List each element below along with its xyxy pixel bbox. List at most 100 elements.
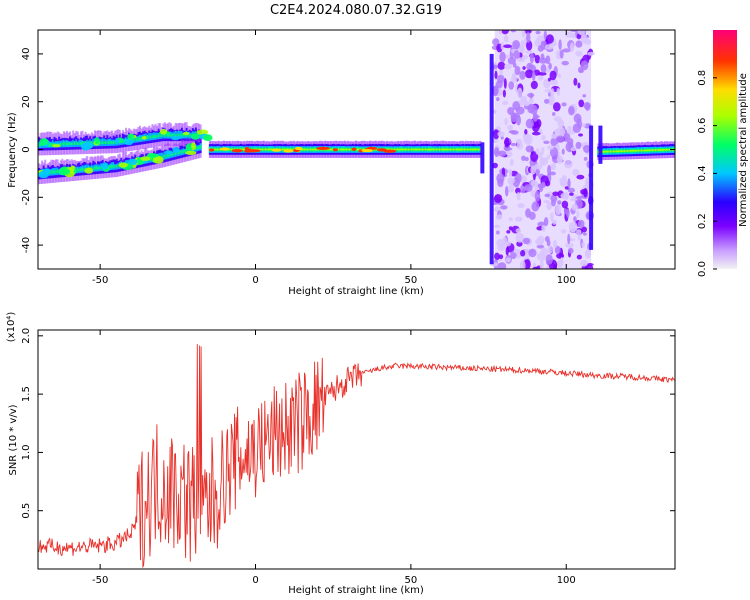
noise-speckle xyxy=(543,98,550,104)
noise-speckle xyxy=(540,63,547,73)
noise-speckle xyxy=(548,96,555,104)
spectrogram-blob xyxy=(141,135,147,140)
spectrogram-edge-streak xyxy=(489,53,494,265)
noise-speckle xyxy=(508,217,513,222)
y-tick-label: 2.0 xyxy=(21,328,32,344)
spectrogram-cell xyxy=(165,133,168,137)
noise-speckle xyxy=(555,204,562,216)
spectrogram-cell xyxy=(38,143,41,147)
noise-speckle xyxy=(580,34,589,44)
spectrogram-blob xyxy=(128,158,138,165)
noise-speckle xyxy=(504,137,510,148)
spectrogram-cell xyxy=(474,148,477,151)
spectrogram-cell xyxy=(264,148,267,151)
spectrogram-cell xyxy=(421,148,424,151)
spectrogram-cell xyxy=(479,148,482,151)
spectrogram-cell xyxy=(117,164,120,168)
spectrogram-cell xyxy=(166,133,170,137)
noise-speckle xyxy=(507,177,515,184)
noise-speckle xyxy=(569,192,574,196)
noise-speckle xyxy=(494,70,498,80)
spectrogram-peak xyxy=(351,147,357,151)
spectrogram-cell xyxy=(350,148,353,151)
spectrogram-cell xyxy=(138,137,142,141)
spectrogram-cell xyxy=(429,148,432,151)
spectrogram-cell xyxy=(465,148,468,151)
spectrogram-cell xyxy=(415,148,418,151)
noise-speckle xyxy=(554,245,561,255)
noise-speckle xyxy=(557,119,565,128)
noise-speckle xyxy=(536,244,545,249)
figure-title: C2E4.2024.080.07.32.G19 xyxy=(270,3,442,18)
snr-y-scale-label: (x10⁴) xyxy=(6,312,17,343)
spectrogram-cell xyxy=(107,141,110,145)
spectrogram-cell xyxy=(65,142,69,146)
spectrogram-cell xyxy=(289,148,292,151)
noise-speckle xyxy=(576,229,582,236)
noise-speckle xyxy=(546,239,551,247)
noise-speckle xyxy=(524,156,529,162)
noise-speckle xyxy=(539,259,544,269)
spectrogram-cell xyxy=(184,150,187,153)
spectrogram-cell xyxy=(443,148,446,151)
spectrogram-cell xyxy=(654,149,657,151)
noise-speckle xyxy=(500,42,505,51)
spectrogram-cell xyxy=(90,141,93,145)
spectrogram-cell xyxy=(612,150,615,153)
spectrogram-cell xyxy=(56,169,59,174)
noise-speckle xyxy=(583,187,588,198)
spectrogram-cell xyxy=(615,150,619,153)
noise-speckle xyxy=(492,38,500,46)
spectrogram-peak xyxy=(361,148,374,153)
spectrogram-cell xyxy=(608,150,611,153)
spectrogram-cell xyxy=(93,166,96,170)
noise-speckle xyxy=(541,134,546,141)
noise-speckle xyxy=(529,52,534,64)
spectrogram-cell xyxy=(50,170,53,174)
spectrogram-cell xyxy=(640,149,643,152)
spectrogram-cell xyxy=(187,148,190,152)
spectrogram-cell xyxy=(637,149,640,152)
snr-x-ticks: -50 0 50 100 xyxy=(92,330,576,586)
spectrogram-cell xyxy=(348,148,351,151)
spectrogram-cell xyxy=(340,148,344,151)
noise-speckle xyxy=(561,60,569,66)
spectrogram-cell xyxy=(101,140,104,145)
noise-speckle xyxy=(514,65,521,76)
colorbar-tick-label: 0.2 xyxy=(697,213,708,229)
noise-speckle xyxy=(564,31,574,38)
spectrogram-cell xyxy=(182,133,185,137)
spectrogram-blob xyxy=(163,150,174,155)
noise-speckle xyxy=(528,211,536,220)
noise-speckle xyxy=(515,187,521,194)
noise-speckle xyxy=(561,148,565,155)
spectrogram-blob xyxy=(203,134,213,142)
noise-speckle xyxy=(569,30,579,33)
noise-speckle xyxy=(575,40,583,48)
noise-speckle xyxy=(576,118,583,130)
spectrogram-cell xyxy=(291,148,294,151)
noise-speckle xyxy=(587,51,595,56)
spectrogram-cell xyxy=(83,168,86,171)
spectrogram-cell xyxy=(645,149,648,152)
spectrogram-blob xyxy=(118,162,128,168)
noise-speckle xyxy=(566,208,570,218)
noise-speckle xyxy=(581,241,586,248)
spectrogram-cell xyxy=(100,141,103,145)
noise-speckle xyxy=(525,118,534,129)
spectrogram-blob xyxy=(51,143,61,148)
noise-speckle xyxy=(534,163,543,170)
spectrogram-cell xyxy=(55,170,58,174)
noise-speckle xyxy=(522,66,526,70)
noise-speckle xyxy=(562,48,571,53)
spectrogram-cell xyxy=(426,148,429,151)
spectrogram-cell xyxy=(401,148,404,151)
x-tick-label: 0 xyxy=(252,575,258,586)
noise-speckle xyxy=(525,145,534,153)
noise-speckle xyxy=(523,100,530,107)
noise-speckle xyxy=(528,98,534,104)
noise-speckle xyxy=(538,75,544,81)
noise-speckle xyxy=(534,54,541,64)
spectrogram-cell xyxy=(215,148,218,151)
spectrogram-cell xyxy=(187,133,190,137)
